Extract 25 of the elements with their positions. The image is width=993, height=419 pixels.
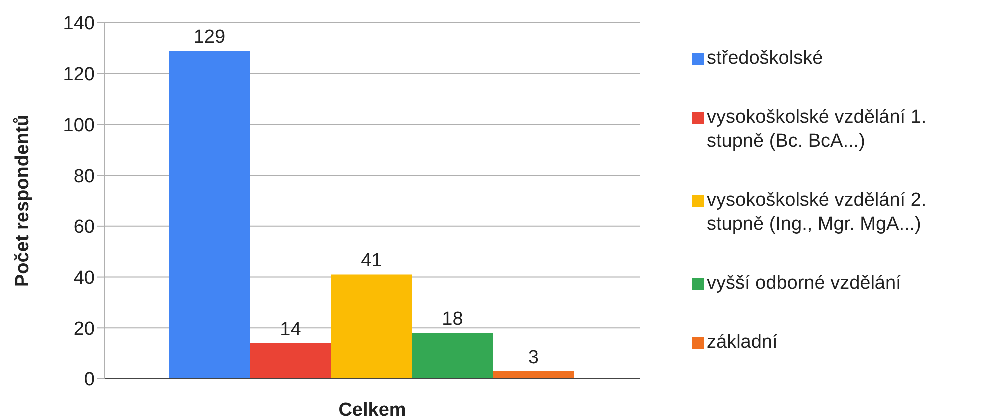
bar	[412, 333, 494, 379]
y-tick-label: 20	[74, 318, 95, 340]
data-label: 14	[280, 319, 302, 340]
y-tick-label: 140	[63, 14, 95, 35]
data-label: 129	[194, 26, 226, 48]
y-tick-label: 40	[74, 268, 95, 290]
legend-label: vysokoškolské vzdělání 2. stupně (Ing., Mgr. MgA...)	[707, 189, 928, 237]
legend-label: středoškolské	[707, 47, 824, 71]
y-axis-title: Počet respondentů	[12, 114, 34, 288]
legend-label: vysokoškolské vzdělání 1. stupně (Bc. BcA...)	[707, 106, 928, 154]
y-tick-label: 120	[63, 64, 95, 86]
legend-label: základní	[707, 331, 779, 355]
y-tick-label: 60	[74, 217, 95, 238]
bar	[493, 371, 574, 379]
legend-label: vyšší odborné vzdělání	[707, 272, 902, 296]
bar	[250, 343, 332, 379]
data-label: 3	[528, 347, 539, 368]
bar	[169, 50, 250, 379]
x-axis-title: Celkem	[338, 400, 406, 419]
y-tick-label: 100	[63, 115, 95, 136]
data-label: 18	[442, 309, 464, 330]
y-tick-label: 0	[84, 370, 95, 391]
y-tick-label: 80	[74, 166, 95, 188]
data-label: 41	[361, 250, 382, 272]
bar	[331, 274, 412, 379]
